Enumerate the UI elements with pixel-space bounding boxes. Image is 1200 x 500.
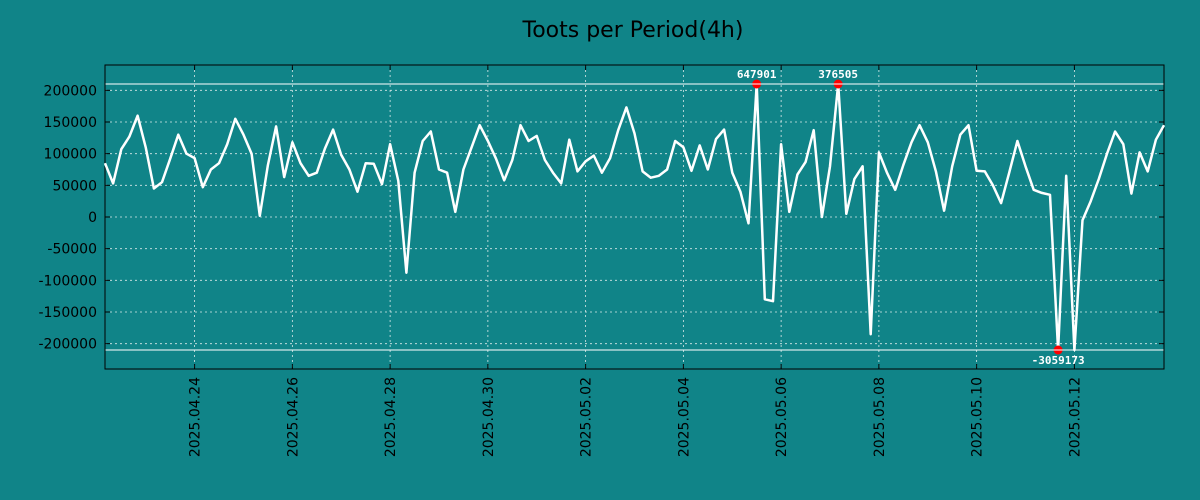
chart-title: Toots per Period(4h)	[522, 18, 744, 43]
x-tick-label: 2025.05.04	[676, 377, 692, 457]
series-line	[103, 82, 1166, 352]
y-tick-label: -100000	[39, 273, 98, 289]
y-tick-label: 150000	[44, 115, 97, 131]
y-tick-label: -50000	[47, 242, 97, 258]
x-tick-label: 2025.04.26	[285, 377, 301, 457]
x-tick-label: 2025.05.02	[579, 377, 595, 457]
clip-reference-lines	[105, 83, 1164, 351]
x-tick-label: 2025.05.12	[1067, 377, 1083, 457]
y-tick-label: -150000	[39, 305, 98, 321]
y-tick-label: 100000	[44, 147, 97, 163]
annotation-label: 376505	[818, 68, 858, 81]
x-tick-label: 2025.05.08	[872, 377, 888, 457]
annotation-label: -3059173	[1032, 354, 1085, 367]
series-layer	[103, 82, 1166, 352]
x-tick-label: 2025.05.10	[970, 377, 986, 457]
annotation-layer: 647901 376505 -3059173	[737, 68, 1085, 367]
x-tick-label: 2025.04.30	[481, 377, 497, 457]
x-axis: 2025.04.24 2025.04.26 2025.04.28 2025.04.30…	[188, 65, 1083, 457]
x-tick-label: 2025.04.24	[188, 377, 204, 457]
y-tick-label: 200000	[44, 83, 97, 99]
x-tick-label: 2025.04.28	[383, 377, 399, 457]
y-tick-label: 0	[88, 210, 97, 226]
annotation-label: 647901	[737, 68, 777, 81]
x-tick-label: 2025.05.06	[774, 377, 790, 457]
y-tick-label: -200000	[39, 337, 98, 353]
y-axis: 200000 150000 100000 50000 0 -50000 -100000 -15…	[39, 83, 1164, 353]
y-tick-label: 50000	[52, 178, 97, 194]
